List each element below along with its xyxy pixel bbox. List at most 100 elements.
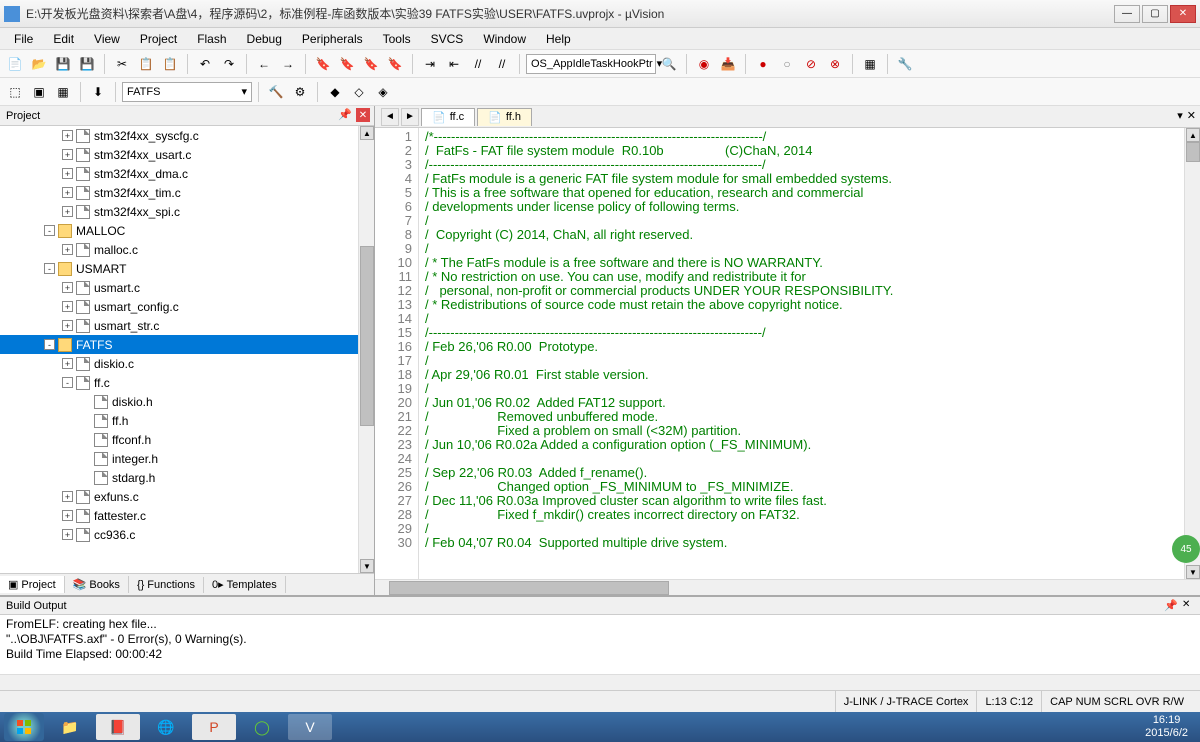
expand-icon[interactable]: + [62,206,73,217]
paste-icon[interactable]: 📋 [159,53,181,75]
editor-vscrollbar[interactable]: ▲ ▼ [1184,128,1200,579]
scroll-thumb[interactable] [360,246,374,426]
tree-item[interactable]: +stm32f4xx_dma.c [0,164,374,183]
save-all-icon[interactable]: 💾 [76,53,98,75]
target-options-icon[interactable]: ⚙ [289,81,311,103]
cut-icon[interactable]: ✂ [111,53,133,75]
editor-hscrollbar[interactable] [375,579,1200,595]
menu-file[interactable]: File [4,30,43,48]
project-tree[interactable]: +stm32f4xx_syscfg.c+stm32f4xx_usart.c+st… [0,126,374,573]
scroll-down-icon[interactable]: ▼ [360,559,374,573]
expand-icon[interactable]: + [62,149,73,160]
save-icon[interactable]: 💾 [52,53,74,75]
nav-back-icon[interactable]: ← [253,53,275,75]
tree-scrollbar[interactable]: ▲ ▼ [358,126,374,573]
project-tab-project[interactable]: ▣Project [0,576,65,593]
collapse-icon[interactable]: - [44,263,55,274]
pin-icon[interactable]: 📌 [338,108,352,121]
expand-icon[interactable]: + [62,244,73,255]
breakpoint-icon[interactable]: ● [752,53,774,75]
code-content[interactable]: /*--------------------------------------… [419,128,1200,579]
menu-edit[interactable]: Edit [43,30,84,48]
build-icon[interactable]: ▣ [28,81,50,103]
expand-icon[interactable]: + [62,168,73,179]
task-ppt[interactable]: P [192,714,236,740]
tree-item[interactable]: +stm32f4xx_syscfg.c [0,126,374,145]
menu-debug[interactable]: Debug [237,30,292,48]
config-icon[interactable]: 🔧 [894,53,916,75]
menu-svcs[interactable]: SVCS [421,30,474,48]
menu-project[interactable]: Project [130,30,187,48]
indent-icon[interactable]: ⇥ [419,53,441,75]
close-button[interactable]: ✕ [1170,5,1196,23]
tree-item[interactable]: -ff.c [0,373,374,392]
menu-window[interactable]: Window [473,30,536,48]
tree-item[interactable]: +usmart_config.c [0,297,374,316]
project-tab-templates[interactable]: 0▸Templates [204,576,286,593]
expand-icon[interactable]: + [62,301,73,312]
menu-help[interactable]: Help [536,30,581,48]
task-uvision[interactable]: V [288,714,332,740]
expand-icon[interactable]: + [62,320,73,331]
redo-icon[interactable]: ↷ [218,53,240,75]
expand-icon[interactable]: + [62,510,73,521]
comment-icon[interactable]: // [467,53,489,75]
editor-tab[interactable]: 📄ff.c [421,108,475,126]
find-combo[interactable]: OS_AppIdleTaskHookPtr ▾ [526,54,656,74]
project-tab-functions[interactable]: {}Functions [129,577,204,593]
tree-item[interactable]: -MALLOC [0,221,374,240]
collapse-icon[interactable]: - [62,377,73,388]
options-icon[interactable]: 🔨 [265,81,287,103]
maximize-button[interactable]: ▢ [1142,5,1168,23]
hscroll-thumb[interactable] [389,581,669,595]
tree-item[interactable]: +stm32f4xx_usart.c [0,145,374,164]
tree-item[interactable]: -USMART [0,259,374,278]
collapse-icon[interactable]: - [44,225,55,236]
tree-item[interactable]: +diskio.c [0,354,374,373]
window-icon[interactable]: ▦ [859,53,881,75]
find-icon[interactable]: 🔍 [658,53,680,75]
build-hscrollbar[interactable] [0,674,1200,690]
project-tab-books[interactable]: 📚Books [65,576,129,593]
outdent-icon[interactable]: ⇤ [443,53,465,75]
close-pane-icon[interactable]: ✕ [1182,599,1196,613]
task-app1[interactable]: ◯ [240,714,284,740]
expand-icon[interactable]: + [62,358,73,369]
code-editor[interactable]: 1234567891011121314151617181920212223242… [375,128,1200,579]
tree-item[interactable]: +usmart.c [0,278,374,297]
task-explorer[interactable]: 📁 [48,714,92,740]
expand-icon[interactable]: + [62,282,73,293]
tree-item[interactable]: +cc936.c [0,525,374,544]
breakpoint-kill-icon[interactable]: ⊘ [800,53,822,75]
scroll-up-icon[interactable]: ▲ [360,126,374,140]
load-icon[interactable]: ⬇ [87,81,109,103]
tree-item[interactable]: integer.h [0,449,374,468]
tree-item[interactable]: +stm32f4xx_spi.c [0,202,374,221]
tree-item[interactable]: +usmart_str.c [0,316,374,335]
insert-icon[interactable]: 📥 [717,53,739,75]
tab-nav-right-icon[interactable]: ► [401,108,419,126]
target-combo[interactable]: FATFS ▾ [122,82,252,102]
scroll-up-icon[interactable]: ▲ [1186,128,1200,142]
task-pdf[interactable]: 📕 [96,714,140,740]
collapse-icon[interactable]: - [44,339,55,350]
tree-item[interactable]: ff.h [0,411,374,430]
undo-icon[interactable]: ↶ [194,53,216,75]
tree-item[interactable]: diskio.h [0,392,374,411]
start-button[interactable] [4,713,44,741]
bookmark-clear-icon[interactable]: 🔖 [384,53,406,75]
menu-peripherals[interactable]: Peripherals [292,30,373,48]
minimize-button[interactable]: — [1114,5,1140,23]
menu-view[interactable]: View [84,30,130,48]
close-pane-icon[interactable]: ✕ [356,108,370,122]
rebuild-icon[interactable]: ▦ [52,81,74,103]
batch-icon[interactable]: ◇ [348,81,370,103]
tab-nav-left-icon[interactable]: ◄ [381,108,399,126]
breakpoint-enable-icon[interactable]: ⊗ [824,53,846,75]
translate-icon[interactable]: ⬚ [4,81,26,103]
uncomment-icon[interactable]: // [491,53,513,75]
tree-item[interactable]: ffconf.h [0,430,374,449]
build-output-text[interactable]: FromELF: creating hex file..."..\OBJ\FAT… [0,615,1200,674]
bookmark-prev-icon[interactable]: 🔖 [336,53,358,75]
open-file-icon[interactable]: 📂 [28,53,50,75]
